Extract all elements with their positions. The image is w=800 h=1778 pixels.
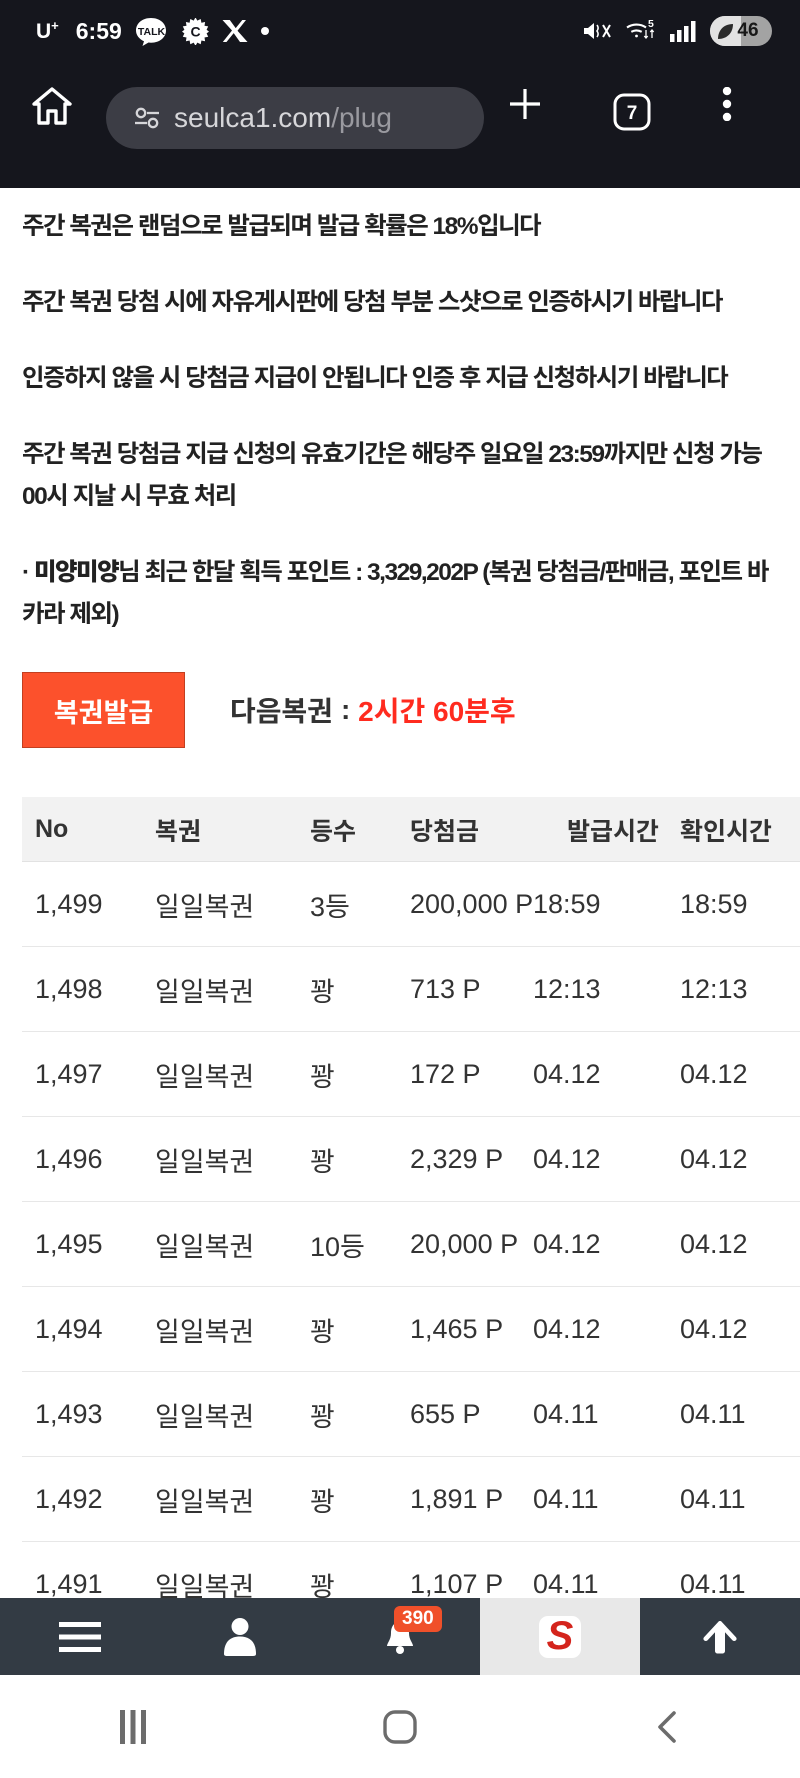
svg-text:7: 7 (627, 103, 638, 124)
svg-text:S: S (547, 1614, 574, 1658)
svg-text:C: C (190, 23, 200, 39)
svg-text:TALK: TALK (138, 26, 166, 38)
svg-text:5: 5 (648, 19, 654, 30)
